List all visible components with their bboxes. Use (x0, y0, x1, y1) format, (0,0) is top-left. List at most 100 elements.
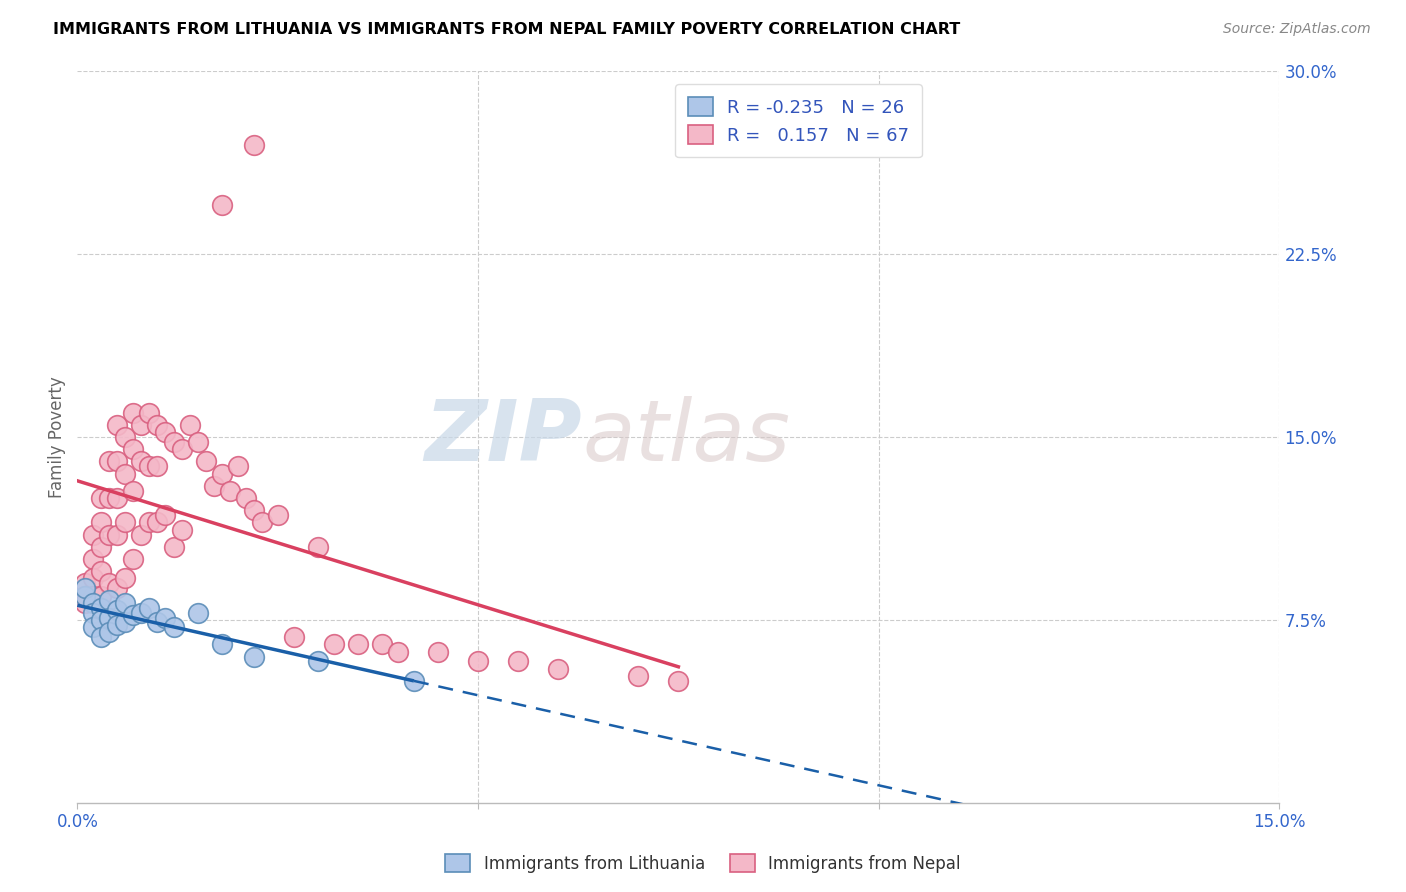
Point (138, 600, 160, 615)
Point (242, 649, 264, 664)
Point (131, 417, 153, 432)
Text: ZIP: ZIP (425, 395, 582, 479)
Point (146, 615, 169, 630)
Point (75, 581, 97, 595)
Point (90, 540, 112, 554)
Point (146, 459, 169, 474)
Text: IMMIGRANTS FROM LITHUANIA VS IMMIGRANTS FROM NEPAL FAMILY POVERTY CORRELATION CH: IMMIGRANTS FROM LITHUANIA VS IMMIGRANTS … (53, 22, 960, 37)
Point (138, 516, 160, 530)
Point (131, 606, 153, 620)
Point (170, 442, 193, 457)
Point (194, 454, 217, 468)
Point (114, 516, 136, 530)
Point (131, 527, 153, 541)
Point (122, 442, 145, 457)
Point (131, 454, 153, 468)
Point (235, 491, 257, 505)
Legend: R = -0.235   N = 26, R =   0.157   N = 67: R = -0.235 N = 26, R = 0.157 N = 67 (675, 84, 922, 157)
Point (122, 608, 145, 623)
Y-axis label: Family Poverty: Family Poverty (48, 376, 66, 498)
Point (242, 503, 264, 517)
Point (75, 576, 97, 591)
Point (211, 637, 233, 651)
Point (218, 483, 240, 498)
Point (114, 430, 136, 444)
Point (283, 630, 305, 644)
Point (155, 425, 177, 440)
Point (82, 527, 104, 541)
Point (155, 610, 177, 624)
Point (98, 593, 121, 607)
Point (307, 540, 329, 554)
Point (668, 673, 690, 688)
Point (211, 467, 233, 481)
Point (90, 564, 112, 578)
Point (82, 620, 104, 634)
Point (138, 459, 160, 474)
Point (371, 637, 394, 651)
Point (90, 516, 112, 530)
Point (75, 589, 97, 603)
Point (90, 491, 112, 505)
Point (467, 654, 489, 668)
Point (122, 406, 145, 420)
Point (187, 434, 209, 449)
Point (82, 572, 104, 586)
Point (179, 417, 201, 432)
Point (107, 527, 129, 541)
Legend: Immigrants from Lithuania, Immigrants from Nepal: Immigrants from Lithuania, Immigrants fr… (439, 847, 967, 880)
Point (267, 508, 290, 522)
Point (122, 552, 145, 566)
Point (90, 600, 112, 615)
Point (508, 654, 530, 668)
Text: atlas: atlas (582, 395, 790, 479)
Point (226, 459, 249, 474)
Point (107, 603, 129, 617)
Point (107, 617, 129, 632)
Point (387, 645, 409, 659)
Point (107, 417, 129, 432)
Point (114, 615, 136, 630)
Point (98, 625, 121, 640)
Point (114, 596, 136, 610)
Point (90, 613, 112, 627)
Point (170, 523, 193, 537)
Point (187, 606, 209, 620)
Point (202, 479, 225, 493)
Point (122, 483, 145, 498)
Point (98, 491, 121, 505)
Point (322, 637, 344, 651)
Point (90, 589, 112, 603)
Point (211, 198, 233, 212)
Point (242, 137, 264, 152)
Point (627, 669, 650, 683)
Point (82, 552, 104, 566)
Point (162, 620, 184, 634)
Point (98, 610, 121, 624)
Point (547, 662, 569, 676)
Point (82, 606, 104, 620)
Point (114, 467, 136, 481)
Point (427, 645, 450, 659)
Point (98, 454, 121, 468)
Point (402, 673, 425, 688)
Text: Source: ZipAtlas.com: Source: ZipAtlas.com (1223, 22, 1371, 37)
Point (155, 508, 177, 522)
Point (82, 589, 104, 603)
Point (146, 516, 169, 530)
Point (98, 527, 121, 541)
Point (75, 596, 97, 610)
Point (250, 516, 273, 530)
Point (107, 454, 129, 468)
Point (90, 630, 112, 644)
Point (75, 589, 97, 603)
Point (162, 434, 184, 449)
Point (82, 596, 104, 610)
Point (107, 491, 129, 505)
Point (162, 540, 184, 554)
Point (138, 406, 160, 420)
Point (307, 654, 329, 668)
Point (98, 576, 121, 591)
Point (146, 417, 169, 432)
Point (107, 581, 129, 595)
